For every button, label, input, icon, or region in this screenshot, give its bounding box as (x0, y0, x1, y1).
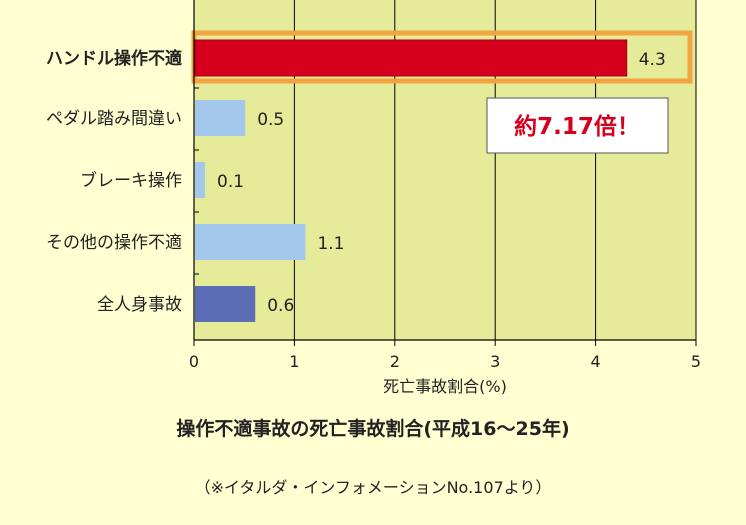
value-label: 0.6 (267, 296, 294, 316)
x-tick-label: 1 (289, 352, 299, 371)
value-label: 0.5 (257, 110, 284, 130)
category-label: ペダル踏み間違い (46, 109, 182, 129)
category-label: ブレーキ操作 (80, 170, 182, 191)
chart-title: 操作不適事故の死亡事故割合(平成16〜25年) (176, 418, 570, 440)
value-label: 1.1 (317, 234, 344, 254)
x-tick-label: 5 (691, 352, 701, 371)
value-label: 0.1 (217, 172, 244, 192)
bar (195, 100, 246, 136)
bars (194, 39, 628, 322)
value-labels: 4.3 0.5 0.1 1.1 0.6 (217, 50, 666, 316)
x-tick-label: 4 (591, 352, 601, 371)
category-label: その他の操作不適 (46, 233, 182, 253)
x-axis-label: 死亡事故割合(%) (383, 377, 507, 396)
x-tick-label: 3 (490, 352, 500, 371)
source-note: （※イタルダ・インフォメーションNo.107より） (194, 478, 552, 497)
x-tick-label: 2 (390, 352, 400, 371)
bar (195, 224, 306, 260)
bar (194, 39, 628, 77)
x-axis: 0 1 2 3 4 5 (189, 0, 701, 371)
value-label: 4.3 (639, 50, 666, 70)
category-label: ハンドル操作不適 (46, 48, 182, 69)
annotation-box: 約7.17倍！ (486, 97, 669, 154)
annotation-text: 約7.17倍！ (514, 113, 640, 140)
x-tick-label: 0 (189, 352, 199, 371)
bar (195, 162, 206, 198)
bar (195, 286, 256, 322)
category-label: 全人身事故 (97, 295, 182, 315)
